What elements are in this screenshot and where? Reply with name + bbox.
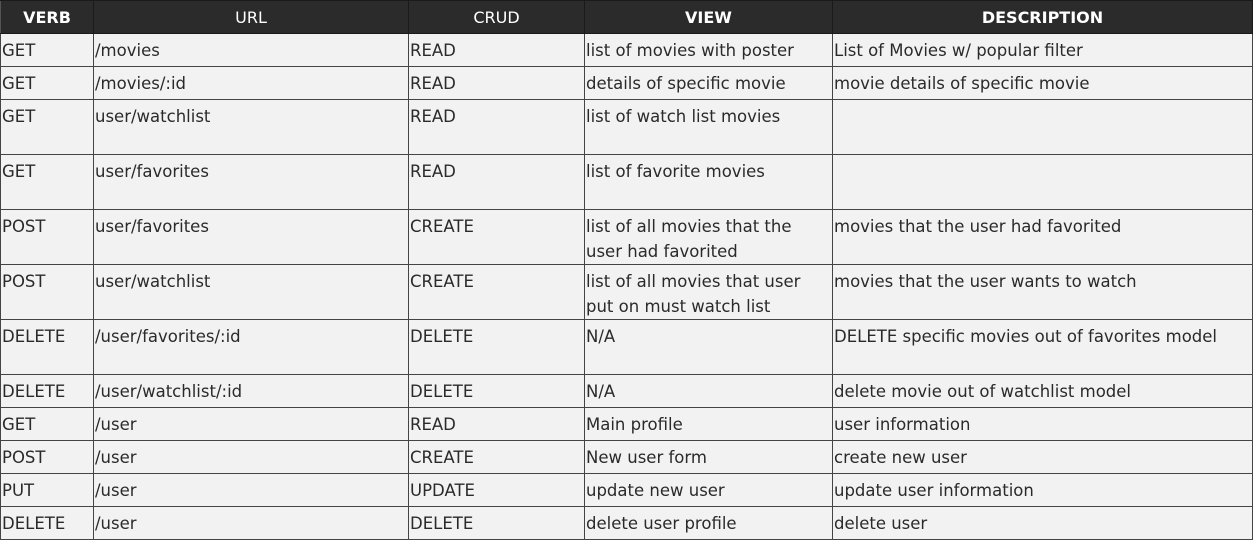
table-row: GET user/favorites READ list of favorite… <box>0 154 1253 210</box>
cell-verb: GET <box>0 154 94 210</box>
cell-view: list of watch list movies <box>584 99 833 155</box>
cell-crud: READ <box>408 33 585 67</box>
cell-verb: DELETE <box>0 506 94 540</box>
cell-url: /movies <box>93 33 409 67</box>
cell-crud: CREATE <box>408 264 585 320</box>
cell-crud: DELETE <box>408 374 585 408</box>
cell-url: user/favorites <box>93 154 409 210</box>
cell-verb: DELETE <box>0 374 94 408</box>
table-row: DELETE /user/watchlist/:id DELETE N/A de… <box>0 374 1253 408</box>
cell-view: list of favorite movies <box>584 154 833 210</box>
cell-crud: READ <box>408 99 585 155</box>
cell-description <box>832 99 1253 155</box>
cell-view: N/A <box>584 319 833 375</box>
cell-verb: GET <box>0 33 94 67</box>
cell-url: user/favorites <box>93 209 409 265</box>
cell-verb: POST <box>0 440 94 474</box>
cell-view: N/A <box>584 374 833 408</box>
table-row: GET user/watchlist READ list of watch li… <box>0 99 1253 155</box>
table-row: PUT /user UPDATE update new user update … <box>0 473 1253 507</box>
table-header: VERB URL CRUD VIEW DESCRIPTION <box>0 0 1253 34</box>
table-row: GET /user READ Main profile user informa… <box>0 407 1253 441</box>
cell-description <box>832 154 1253 210</box>
cell-view: delete user profile <box>584 506 833 540</box>
cell-url: /user/watchlist/:id <box>93 374 409 408</box>
table-body: GET /movies READ list of movies with pos… <box>0 33 1253 540</box>
cell-description: movies that the user wants to watch <box>832 264 1253 320</box>
cell-verb: GET <box>0 66 94 100</box>
cell-description: delete movie out of watchlist model <box>832 374 1253 408</box>
header-crud: CRUD <box>408 0 585 34</box>
cell-view: update new user <box>584 473 833 507</box>
table-row: POST user/watchlist CREATE list of all m… <box>0 264 1253 320</box>
cell-verb: GET <box>0 407 94 441</box>
cell-crud: READ <box>408 407 585 441</box>
cell-url: /user <box>93 473 409 507</box>
cell-description: List of Movies w/ popular filter <box>832 33 1253 67</box>
cell-url: /movies/:id <box>93 66 409 100</box>
header-view: VIEW <box>584 0 833 34</box>
table-row: POST user/favorites CREATE list of all m… <box>0 209 1253 265</box>
cell-description: create new user <box>832 440 1253 474</box>
header-url: URL <box>93 0 409 34</box>
cell-view: New user form <box>584 440 833 474</box>
cell-url: /user <box>93 506 409 540</box>
cell-url: /user <box>93 407 409 441</box>
table-row: DELETE /user/favorites/:id DELETE N/A DE… <box>0 319 1253 375</box>
cell-url: user/watchlist <box>93 99 409 155</box>
table-row: GET /movies READ list of movies with pos… <box>0 33 1253 67</box>
cell-verb: POST <box>0 264 94 320</box>
cell-crud: DELETE <box>408 319 585 375</box>
cell-crud: UPDATE <box>408 473 585 507</box>
cell-verb: DELETE <box>0 319 94 375</box>
cell-url: /user <box>93 440 409 474</box>
header-verb: VERB <box>0 0 94 34</box>
cell-description: user information <box>832 407 1253 441</box>
cell-verb: POST <box>0 209 94 265</box>
cell-url: user/watchlist <box>93 264 409 320</box>
table-row: POST /user CREATE New user form create n… <box>0 440 1253 474</box>
header-description: DESCRIPTION <box>832 0 1253 34</box>
cell-description: movie details of specific movie <box>832 66 1253 100</box>
cell-description: DELETE specific movies out of favorites … <box>832 319 1253 375</box>
table-row: DELETE /user DELETE delete user profile … <box>0 506 1253 540</box>
cell-view: list of all movies that the user had fav… <box>584 209 833 265</box>
cell-description: update user information <box>832 473 1253 507</box>
cell-description: delete user <box>832 506 1253 540</box>
cell-view: list of movies with poster <box>584 33 833 67</box>
cell-crud: CREATE <box>408 440 585 474</box>
cell-view: list of all movies that user put on must… <box>584 264 833 320</box>
cell-description: movies that the user had favorited <box>832 209 1253 265</box>
cell-crud: READ <box>408 66 585 100</box>
cell-crud: DELETE <box>408 506 585 540</box>
cell-view: Main profile <box>584 407 833 441</box>
table-row: GET /movies/:id READ details of specific… <box>0 66 1253 100</box>
cell-verb: PUT <box>0 473 94 507</box>
cell-url: /user/favorites/:id <box>93 319 409 375</box>
cell-verb: GET <box>0 99 94 155</box>
header-row: VERB URL CRUD VIEW DESCRIPTION <box>0 0 1253 34</box>
cell-crud: READ <box>408 154 585 210</box>
cell-crud: CREATE <box>408 209 585 265</box>
cell-view: details of specific movie <box>584 66 833 100</box>
